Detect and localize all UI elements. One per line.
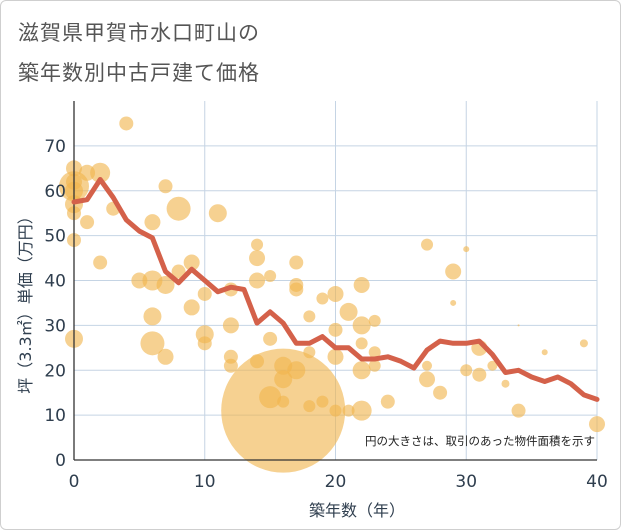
bubble-point bbox=[422, 360, 433, 371]
bubble-point bbox=[487, 360, 498, 371]
bubble-point bbox=[445, 263, 462, 280]
bubble-point bbox=[328, 322, 343, 337]
bubble-point bbox=[419, 371, 436, 388]
bubble-point bbox=[472, 367, 487, 382]
y-tick-label: 40 bbox=[44, 272, 66, 292]
x-tick-label: 20 bbox=[325, 472, 347, 492]
average-price-line bbox=[71, 177, 600, 402]
bubble-point bbox=[274, 370, 293, 389]
bubble-point bbox=[352, 316, 371, 335]
bubble-point bbox=[157, 348, 174, 365]
bubble-point bbox=[80, 215, 95, 230]
x-tick-label: 40 bbox=[586, 472, 608, 492]
bubble-point bbox=[156, 275, 175, 294]
bubble-point bbox=[249, 272, 266, 289]
bubble-point bbox=[380, 394, 395, 409]
bubble-point bbox=[144, 214, 161, 231]
bubble-point bbox=[342, 404, 355, 417]
bubble-size-note: 円の大きさは、取引のあった物件面積を示す bbox=[365, 434, 595, 448]
bubble-point bbox=[501, 379, 510, 388]
y-tick-label: 20 bbox=[44, 361, 66, 381]
axes bbox=[73, 101, 597, 461]
bubble-point bbox=[251, 238, 264, 251]
bubble-point bbox=[353, 276, 370, 293]
bubble-point bbox=[589, 416, 605, 433]
chart-title-line-2: 築年数別中古戸建て価格 bbox=[18, 61, 260, 85]
y-tick-label: 30 bbox=[44, 316, 66, 336]
bubble-point bbox=[433, 385, 448, 400]
tick-labels: 0 10 20 30 40 0 10 20 30 40 50 60 70 bbox=[44, 137, 607, 492]
bubble-point bbox=[221, 348, 346, 473]
bubble-point bbox=[511, 403, 526, 418]
bubble-point bbox=[368, 359, 381, 372]
bubble-point bbox=[183, 299, 200, 316]
bubble-series bbox=[59, 116, 605, 473]
bubble-point bbox=[289, 282, 304, 297]
bubble-point bbox=[171, 264, 186, 279]
bubble-point bbox=[197, 336, 212, 351]
bubble-point bbox=[329, 404, 342, 417]
bubble-point bbox=[119, 116, 134, 131]
bubble-point bbox=[90, 162, 111, 183]
bubble-point bbox=[222, 317, 239, 334]
bubble-point bbox=[421, 238, 434, 251]
bubble-point bbox=[197, 286, 212, 301]
bubble-point bbox=[277, 395, 290, 408]
bubble-point bbox=[223, 358, 238, 373]
chart-title-line-1: 滋賀県甲賀市水口町山の bbox=[18, 21, 260, 45]
bubble-point bbox=[316, 395, 329, 408]
x-tick-label: 10 bbox=[194, 472, 216, 492]
bubble-point bbox=[517, 324, 520, 327]
bubble-point bbox=[541, 349, 548, 356]
bubble-point bbox=[355, 337, 368, 350]
bubble-point bbox=[339, 302, 358, 321]
bubble-point bbox=[460, 364, 473, 377]
bubble-point bbox=[579, 339, 588, 348]
bubble-point bbox=[166, 196, 191, 221]
bubble-point bbox=[183, 254, 200, 271]
bubble-point bbox=[264, 270, 277, 283]
bubble-point bbox=[450, 299, 457, 306]
y-tick-label: 50 bbox=[44, 227, 66, 247]
bubble-point bbox=[249, 250, 266, 267]
bubble-point bbox=[352, 361, 371, 380]
x-axis-label: 築年数（年） bbox=[309, 501, 405, 520]
x-tick-label: 0 bbox=[69, 472, 80, 492]
bubble-point bbox=[303, 346, 316, 359]
y-tick-label: 0 bbox=[55, 451, 66, 471]
y-tick-label: 10 bbox=[44, 406, 66, 426]
x-tick-label: 30 bbox=[455, 472, 477, 492]
bubble-point bbox=[463, 246, 470, 253]
bubble-point bbox=[93, 255, 108, 270]
bubble-point bbox=[303, 400, 316, 413]
y-tick-label: 70 bbox=[44, 137, 66, 157]
bubble-point bbox=[289, 255, 304, 270]
bubble-point bbox=[351, 400, 372, 421]
bubble-point bbox=[143, 307, 162, 326]
bubble-point bbox=[140, 331, 165, 356]
bubble-point bbox=[287, 361, 306, 380]
bubble-point bbox=[327, 285, 344, 302]
bubble-point bbox=[368, 346, 381, 359]
bubble-point bbox=[303, 310, 316, 323]
bubble-point bbox=[208, 204, 227, 223]
bubble-point bbox=[368, 314, 381, 327]
bubble-point bbox=[158, 179, 173, 194]
bubble-point bbox=[263, 331, 278, 346]
y-tick-label: 60 bbox=[44, 182, 66, 202]
bubble-point bbox=[316, 292, 329, 305]
y-axis-label: 坪（3.3㎡）単価（万円） bbox=[16, 208, 35, 393]
bubble-point bbox=[327, 348, 344, 365]
